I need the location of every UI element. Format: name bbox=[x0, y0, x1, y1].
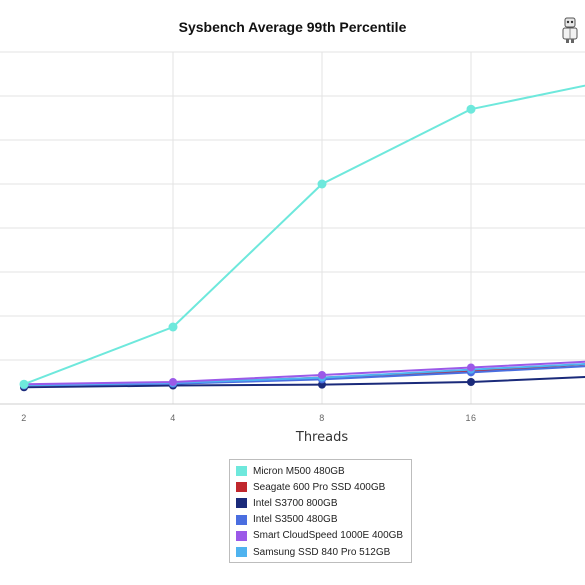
series-line-1 bbox=[23, 84, 585, 386]
x-tick-label: 8 bbox=[319, 413, 325, 423]
legend-label: Intel S3500 480GB bbox=[253, 514, 338, 526]
legend-swatch bbox=[236, 514, 247, 525]
data-point bbox=[169, 378, 177, 386]
x-tick-label: 4 bbox=[170, 413, 176, 423]
data-point bbox=[318, 370, 326, 379]
data-point bbox=[317, 179, 327, 189]
legend-item[interactable]: Seagate 600 Pro SSD 400GB bbox=[236, 479, 411, 495]
legend-label: Samsung SSD 840 Pro 512GB bbox=[253, 546, 391, 558]
legend-item[interactable]: Intel S3500 480GB bbox=[236, 512, 411, 528]
robot-mascot-icon bbox=[558, 16, 582, 44]
legend-swatch bbox=[236, 547, 247, 558]
legend-swatch bbox=[236, 466, 247, 477]
legend-item[interactable]: Smart CloudSpeed 1000E 400GB bbox=[236, 528, 411, 544]
legend: Micron M500 480GB Seagate 600 Pro SSD 400… bbox=[229, 459, 412, 563]
data-point bbox=[466, 104, 476, 114]
chart-title: Sysbench Average 99th Percentile bbox=[178, 19, 407, 35]
legend-swatch bbox=[236, 498, 247, 509]
legend-item[interactable]: Intel S3700 800GB bbox=[236, 495, 411, 511]
data-point bbox=[19, 379, 29, 389]
x-axis-label: Threads bbox=[295, 430, 349, 445]
legend-label: Intel S3700 800GB bbox=[253, 497, 338, 509]
legend-swatch bbox=[236, 530, 247, 541]
data-point bbox=[467, 363, 475, 372]
legend-label: Micron M500 480GB bbox=[253, 465, 345, 477]
legend-item[interactable]: Micron M500 480GB bbox=[236, 463, 411, 479]
legend-item[interactable]: Samsung SSD 840 Pro 512GB bbox=[236, 544, 411, 560]
legend-label: Smart CloudSpeed 1000E 400GB bbox=[253, 530, 404, 542]
x-tick-label: 2 bbox=[21, 413, 27, 423]
data-point bbox=[467, 378, 475, 386]
x-tick-label: 16 bbox=[465, 413, 476, 423]
data-point bbox=[168, 322, 178, 332]
legend-swatch bbox=[236, 482, 247, 493]
legend-label: Seagate 600 Pro SSD 400GB bbox=[253, 481, 386, 493]
